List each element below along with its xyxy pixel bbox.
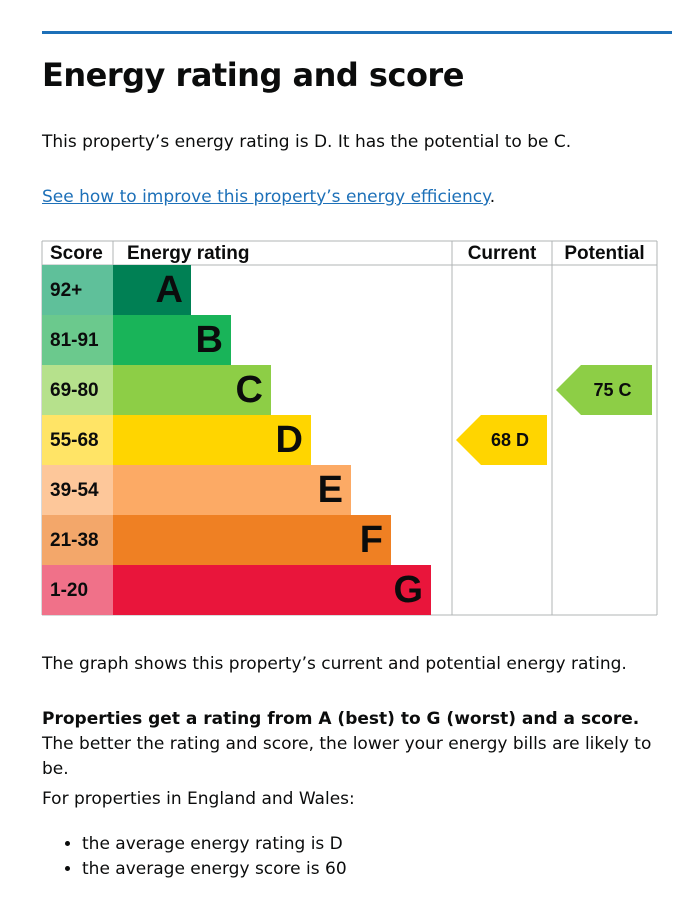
- score-label-g: 1-20: [50, 580, 88, 601]
- score-cell-c: [42, 365, 113, 415]
- current-rating-marker-label: 68 D: [491, 430, 529, 450]
- score-label-a: 92+: [50, 280, 82, 301]
- rating-letter-a: A: [156, 269, 183, 311]
- rating-letter-b: B: [196, 319, 223, 361]
- graph-caption: The graph shows this property’s current …: [42, 654, 627, 674]
- improve-paragraph: See how to improve this property’s energ…: [42, 185, 495, 210]
- potential-header: Potential: [564, 243, 644, 264]
- score-cell-g: [42, 565, 113, 615]
- intro-text: This property’s energy rating is D. It h…: [42, 132, 572, 152]
- score-cell-b: [42, 315, 113, 365]
- rating-bar-e: [113, 465, 351, 515]
- score-label-d: 55-68: [50, 430, 99, 451]
- score-label-e: 39-54: [50, 480, 99, 501]
- average-intro: For properties in England and Wales:: [42, 789, 355, 809]
- score-label-b: 81-91: [50, 330, 99, 351]
- rating-letter-g: G: [393, 569, 423, 611]
- rating-explanation-bold: Properties get a rating from A (best) to…: [42, 709, 640, 729]
- potential-rating-marker: [556, 365, 652, 415]
- rating-bar-c: [113, 365, 271, 415]
- rating-bar-f: [113, 515, 391, 565]
- rating-explanation: Properties get a rating from A (best) to…: [42, 707, 662, 782]
- score-cell-d: [42, 415, 113, 465]
- rating-bar-b: [113, 315, 231, 365]
- score-label-f: 21-38: [50, 530, 99, 551]
- rating-letter-f: F: [360, 519, 383, 561]
- score-label-c: 69-80: [50, 380, 99, 401]
- rating-letter-c: C: [236, 369, 263, 411]
- page-title: Energy rating and score: [42, 56, 464, 94]
- score-cell-e: [42, 465, 113, 515]
- score-cell-a: [42, 265, 113, 315]
- improve-link-suffix: .: [489, 187, 496, 207]
- average-list: the average energy rating is D the avera…: [42, 832, 347, 882]
- rating-bar-a: [113, 265, 191, 315]
- potential-rating-marker-label: 75 C: [593, 380, 631, 400]
- rating-bar-d: [113, 415, 311, 465]
- energy-rating-graph: Score Energy rating Current Potential 92+ A 81…: [41, 240, 658, 616]
- rating-explanation-rest: The better the rating and score, the low…: [42, 734, 652, 779]
- score-header: Score: [50, 243, 103, 264]
- average-score-item: the average energy score is 60: [82, 857, 347, 882]
- average-rating-item: the average energy rating is D: [82, 832, 347, 857]
- rating-bar-g: [113, 565, 431, 615]
- rating-letter-e: E: [318, 469, 343, 511]
- current-header: Current: [468, 243, 537, 264]
- rating-letter-d: D: [276, 419, 303, 461]
- score-cell-f: [42, 515, 113, 565]
- current-rating-marker: [456, 415, 547, 465]
- energy-rating-header: Energy rating: [127, 243, 249, 264]
- top-rule: [42, 31, 672, 34]
- improve-efficiency-link[interactable]: See how to improve this property’s energ…: [42, 187, 490, 207]
